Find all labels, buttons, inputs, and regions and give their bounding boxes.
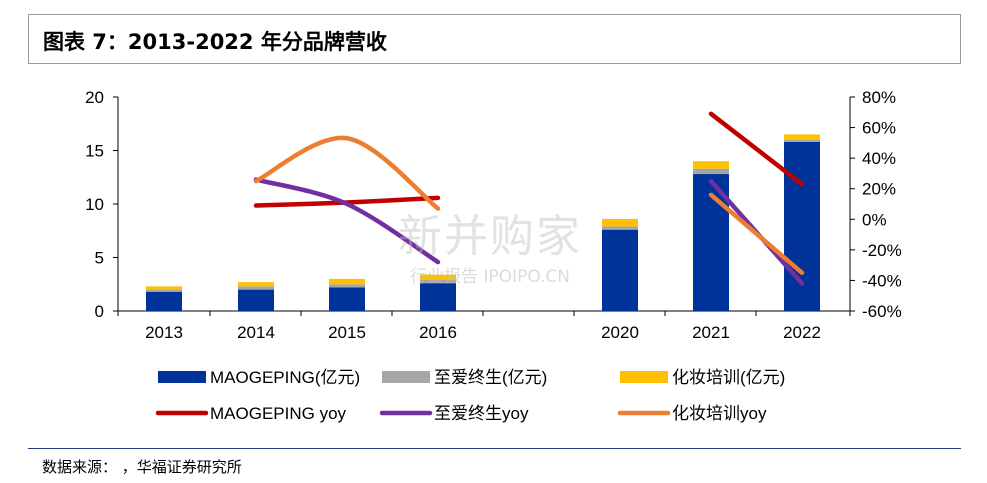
bar-zhiai <box>693 168 729 175</box>
bar-maogeping <box>420 283 456 311</box>
right-tick-label: 20% <box>862 180 896 199</box>
legend-item: MAOGEPING(亿元) <box>158 368 360 387</box>
right-tick-label: 0% <box>862 210 887 229</box>
legend-label: 化妆培训yoy <box>672 404 767 423</box>
bar-huazhuang <box>238 282 274 287</box>
bar-huazhuang <box>602 218 638 227</box>
bar-huazhuang <box>420 274 456 280</box>
bar-zhiai <box>784 139 820 142</box>
bar-maogeping <box>329 287 365 311</box>
source-divider <box>28 448 961 449</box>
legend-item: 化妆培训yoy <box>617 404 767 423</box>
line-zhiai-yoy <box>253 177 441 265</box>
right-tick-label: 60% <box>862 119 896 138</box>
chart-title: 图表 7：2013-2022 年分品牌营收 <box>43 30 387 54</box>
bar-maogeping <box>602 229 638 311</box>
left-tick-label: 5 <box>95 249 104 268</box>
legend-item: 化妆培训(亿元) <box>620 368 785 387</box>
left-tick-label: 0 <box>95 302 104 321</box>
bar-zhiai <box>602 226 638 230</box>
x-tick-label: 2015 <box>328 323 366 342</box>
x-tick-label: 2022 <box>783 323 821 342</box>
legend-label: 至爱终生(亿元) <box>434 368 547 387</box>
bar-huazhuang <box>146 286 182 290</box>
right-tick-label: -60% <box>862 302 902 321</box>
bar-huazhuang <box>693 161 729 169</box>
right-tick-label: -40% <box>862 271 902 290</box>
left-tick-label: 20 <box>85 88 104 107</box>
bar-zhiai <box>329 284 365 288</box>
right-tick-label: 80% <box>862 88 896 107</box>
chart-svg: 0 5 10 15 20 -60% -40% -20% 0% 20% 40% 60% 80% 2013 20… <box>85 88 902 423</box>
left-tick-label: 10 <box>85 195 104 214</box>
bar-maogeping <box>238 289 274 311</box>
bar-zhiai <box>238 286 274 290</box>
legend-label: 化妆培训(亿元) <box>672 368 785 387</box>
x-tick-label: 2020 <box>601 323 639 342</box>
x-tick-label: 2013 <box>145 323 183 342</box>
bar-zhiai <box>146 289 182 292</box>
bar-huazhuang <box>784 134 820 140</box>
legend-swatch <box>382 371 430 383</box>
left-tick-label: 15 <box>85 142 104 161</box>
bar-huazhuang <box>329 278 365 285</box>
legend-item: 至爱终生(亿元) <box>382 368 547 387</box>
right-tick-label: -20% <box>862 241 902 260</box>
x-tick-label: 2016 <box>419 323 457 342</box>
x-tick-label: 2014 <box>237 323 275 342</box>
line-maogeping-yoy <box>708 111 805 187</box>
line-huazhuang-yoy <box>253 135 441 211</box>
legend-swatch <box>158 371 206 383</box>
legend-label: 至爱终生yoy <box>434 404 529 423</box>
legend-item: MAOGEPING yoy <box>155 404 347 423</box>
bar-maogeping <box>146 291 182 311</box>
legend-swatch <box>620 371 668 383</box>
line-huazhuang-yoy <box>708 192 805 276</box>
bar-zhiai <box>420 279 456 284</box>
title-box: 图表 7：2013-2022 年分品牌营收 <box>28 14 961 64</box>
source-note: 数据来源： ，华福证券研究所 <box>42 458 242 476</box>
right-tick-label: 40% <box>862 149 896 168</box>
x-tick-label: 2021 <box>692 323 730 342</box>
legend-label: MAOGEPING yoy <box>210 404 347 423</box>
legend-label: MAOGEPING(亿元) <box>210 368 360 387</box>
legend-item: 至爱终生yoy <box>379 404 529 423</box>
